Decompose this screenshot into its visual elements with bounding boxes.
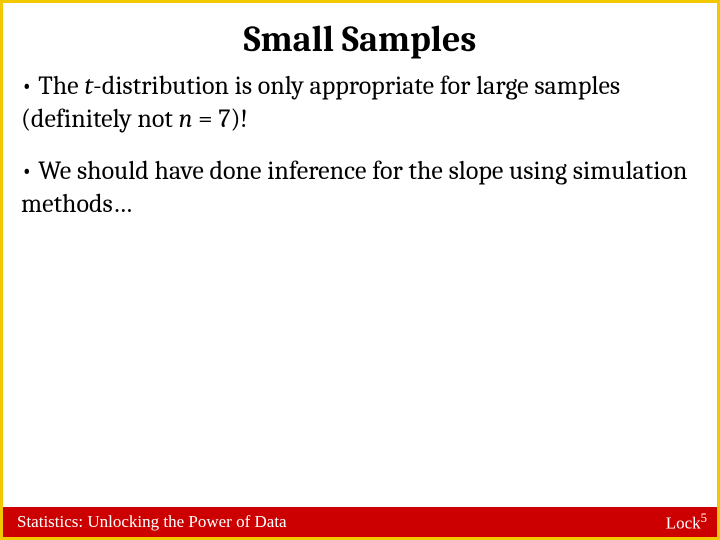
footer-brand-sup: 5	[701, 511, 707, 525]
bullet-text-part: = 7)!	[192, 104, 247, 134]
footer-left-text: Statistics: Unlocking the Power of Data	[17, 512, 287, 532]
slide-title: Small Samples	[3, 3, 717, 70]
bullet-item: • The t-distribution is only appropriate…	[21, 70, 699, 137]
bullet-text-part: • We should have done inference for the …	[21, 156, 687, 219]
bullet-text-part: • The	[21, 71, 84, 101]
slide-body: • The t-distribution is only appropriate…	[3, 70, 717, 507]
bullet-text-part: t	[84, 71, 93, 101]
footer-brand-base: Lock	[666, 513, 701, 532]
bullet-text-part: n	[179, 104, 193, 134]
footer-right-text: Lock5	[666, 511, 707, 534]
bullet-text-part: -distribution is only appropriate for la…	[21, 71, 620, 134]
slide-frame: Small Samples • The t-distribution is on…	[0, 0, 720, 540]
slide-footer: Statistics: Unlocking the Power of Data …	[3, 507, 717, 537]
bullet-item: • We should have done inference for the …	[21, 155, 699, 222]
